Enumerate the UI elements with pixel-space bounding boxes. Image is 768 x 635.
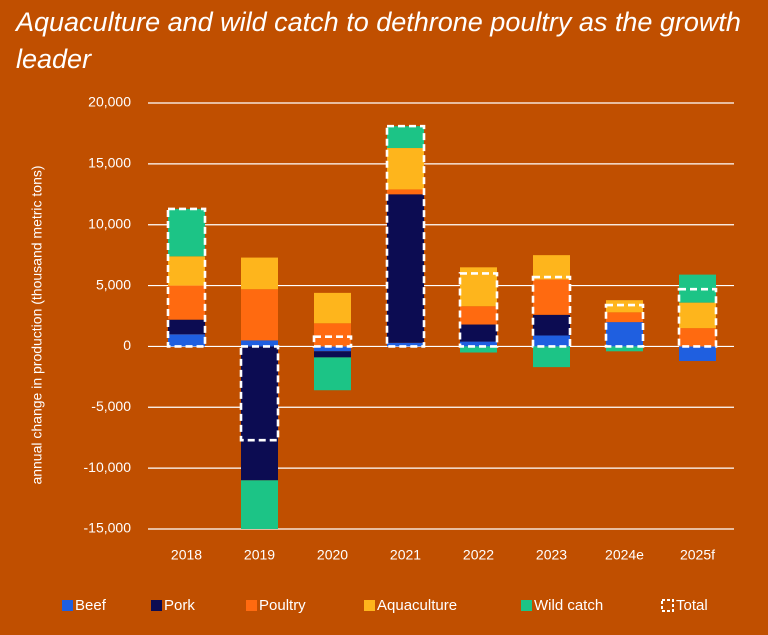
bar-poultry-2021 (387, 189, 424, 195)
x-tick-label: 2021 (390, 547, 421, 563)
legend: Beef Pork Poultry Aquaculture Wild catch Tota… (62, 597, 708, 614)
bar-wild-catch-2022 (460, 346, 497, 353)
total-marker-2019 (239, 345, 280, 442)
bar-beef-2023 (533, 335, 570, 347)
y-tick-label: 20,000 (88, 94, 131, 110)
legend-swatch-pork (151, 600, 162, 611)
y-axis-label: annual change in production (thousand me… (29, 165, 45, 484)
bar-poultry-2018 (168, 285, 205, 320)
total-marker-2018 (166, 207, 207, 348)
x-tick-label: 2022 (463, 547, 494, 563)
legend-label: Beef (75, 597, 107, 614)
bar-wild-catch-2024e (606, 346, 643, 352)
total-marker-2023 (531, 275, 572, 348)
bar-pork-2018 (168, 319, 205, 335)
legend-swatch-beef (62, 600, 73, 611)
bar-pork-2019 (241, 346, 278, 481)
x-tick-label: 2019 (244, 547, 275, 563)
bar-beef-2024e (606, 322, 643, 347)
y-tick-label: -5,000 (91, 398, 131, 414)
bar-poultry-2020 (314, 323, 351, 347)
y-tick-label: -10,000 (84, 459, 132, 475)
legend-label: Pork (164, 597, 195, 614)
x-tick-label: 2018 (171, 547, 202, 563)
bar-aquaculture-2023 (533, 255, 570, 280)
x-axis-ticks: 2018 2019 2020 2021 2022 2023 2024e 2025f (171, 547, 715, 563)
total-marker-2020 (312, 335, 353, 348)
bar-wild-catch-2023 (533, 346, 570, 368)
bar-poultry-2023 (533, 279, 570, 315)
legend-swatch-total (661, 599, 674, 612)
x-tick-label: 2025f (680, 547, 715, 563)
bar-pork-2021 (387, 194, 424, 343)
total-markers (166, 124, 718, 442)
legend-swatch-poultry (246, 600, 257, 611)
legend-label: Aquaculture (377, 597, 457, 614)
bar-pork-2022 (460, 324, 497, 342)
bar-poultry-2022 (460, 306, 497, 325)
legend-label: Wild catch (534, 597, 603, 614)
legend-label: Poultry (259, 597, 306, 614)
bar-wild-catch-2020 (314, 357, 351, 391)
bar-poultry-2019 (241, 289, 278, 341)
y-tick-label: 15,000 (88, 155, 131, 171)
bar-aquaculture-2024e (606, 300, 643, 313)
bar-wild-catch-2018 (168, 208, 205, 257)
bar-beef-2021 (387, 342, 424, 347)
bar-wild-catch-2021 (387, 126, 424, 149)
legend-swatch-wild-catch (521, 600, 532, 611)
y-tick-label: 10,000 (88, 215, 131, 231)
y-axis-ticks: 20,000 15,000 10,000 5,000 0 -5,000 -10,000 -15… (84, 94, 132, 536)
y-tick-label: -15,000 (84, 520, 132, 536)
grid-lines (148, 102, 734, 530)
total-marker-2024e (604, 303, 645, 348)
bar-beef-2018 (168, 334, 205, 347)
y-tick-label: 5,000 (96, 276, 131, 292)
x-tick-label: 2024e (605, 547, 644, 563)
legend-swatch-aquaculture (364, 600, 375, 611)
bars (168, 126, 716, 529)
bar-wild-catch-2019 (241, 480, 278, 529)
bar-aquaculture-2021 (387, 148, 424, 190)
legend-label: Total (676, 597, 708, 614)
x-tick-label: 2023 (536, 547, 567, 563)
bar-beef-2020 (314, 346, 351, 352)
bar-beef-2019 (241, 340, 278, 347)
bar-pork-2020 (314, 351, 351, 358)
chart-title: Aquaculture and wild catch to dethrone p… (16, 7, 741, 74)
total-marker-2021 (385, 124, 426, 348)
bar-aquaculture-2018 (168, 256, 205, 286)
y-tick-label: 0 (123, 337, 131, 353)
total-marker-2025f (677, 287, 718, 348)
bar-beef-2025f (679, 346, 716, 362)
bar-poultry-2025f (679, 328, 716, 347)
bar-aquaculture-2020 (314, 292, 351, 324)
bar-aquaculture-2025f (679, 302, 716, 329)
x-tick-label: 2020 (317, 547, 348, 563)
bar-poultry-2024e (606, 312, 643, 323)
bar-beef-2022 (460, 341, 497, 347)
bar-pork-2023 (533, 314, 570, 336)
bar-aquaculture-2019 (241, 257, 278, 290)
